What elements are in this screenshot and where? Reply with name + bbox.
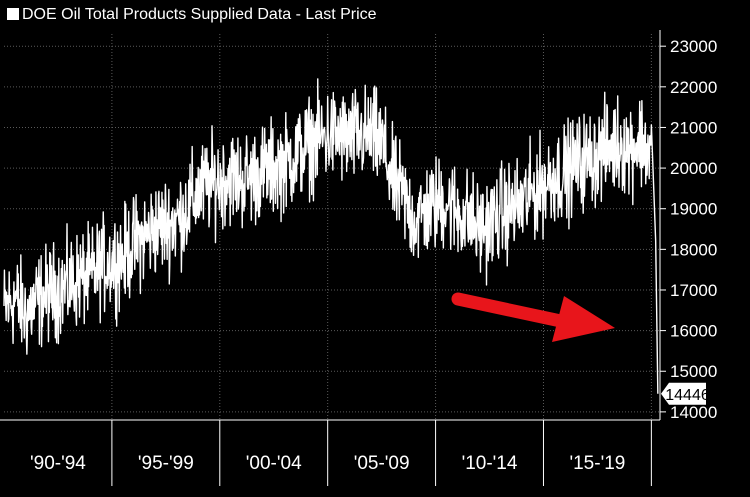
last-price-flag — [661, 382, 706, 405]
x-period-label: '10-'14 — [462, 453, 518, 474]
y-tick-label: 23000 — [670, 37, 717, 56]
y-tick-label: 16000 — [670, 322, 717, 341]
y-tick-label: 20000 — [670, 159, 717, 178]
chart-title: DOE Oil Total Products Supplied Data - L… — [22, 6, 377, 23]
arrow-head-icon — [552, 296, 615, 342]
legend-swatch — [7, 8, 19, 20]
last-price-marker: 14446 — [661, 382, 710, 405]
x-period-label: '05-'09 — [354, 453, 410, 474]
y-tick-label: 19000 — [670, 200, 717, 219]
x-period-label: '00-'04 — [246, 453, 302, 474]
series-line — [3, 78, 659, 394]
legend: DOE Oil Total Products Supplied Data - L… — [7, 6, 377, 23]
x-axis: '90-'94 '95-'99 '00-'04 '05-'09 '10-'14 '15-'… — [0, 419, 660, 486]
y-tick-label: 15000 — [670, 362, 717, 381]
arrow-shaft — [451, 292, 577, 330]
y-tick-label: 21000 — [670, 118, 717, 137]
x-period-label: '90-'94 — [30, 453, 86, 474]
y-tick-label: 22000 — [670, 78, 717, 97]
x-period-label: '15-'19 — [569, 453, 625, 474]
y-tick-label: 17000 — [670, 281, 717, 300]
y-tick-label: 18000 — [670, 240, 717, 259]
y-axis: 14000 15000 16000 17000 18000 19000 20000 21000… — [659, 30, 717, 422]
plot-area — [3, 78, 659, 394]
last-price-label: 14446 — [665, 387, 710, 404]
trend-arrow — [451, 292, 615, 342]
y-tick-label: 14000 — [670, 403, 717, 422]
x-period-label: '95-'99 — [138, 453, 194, 474]
